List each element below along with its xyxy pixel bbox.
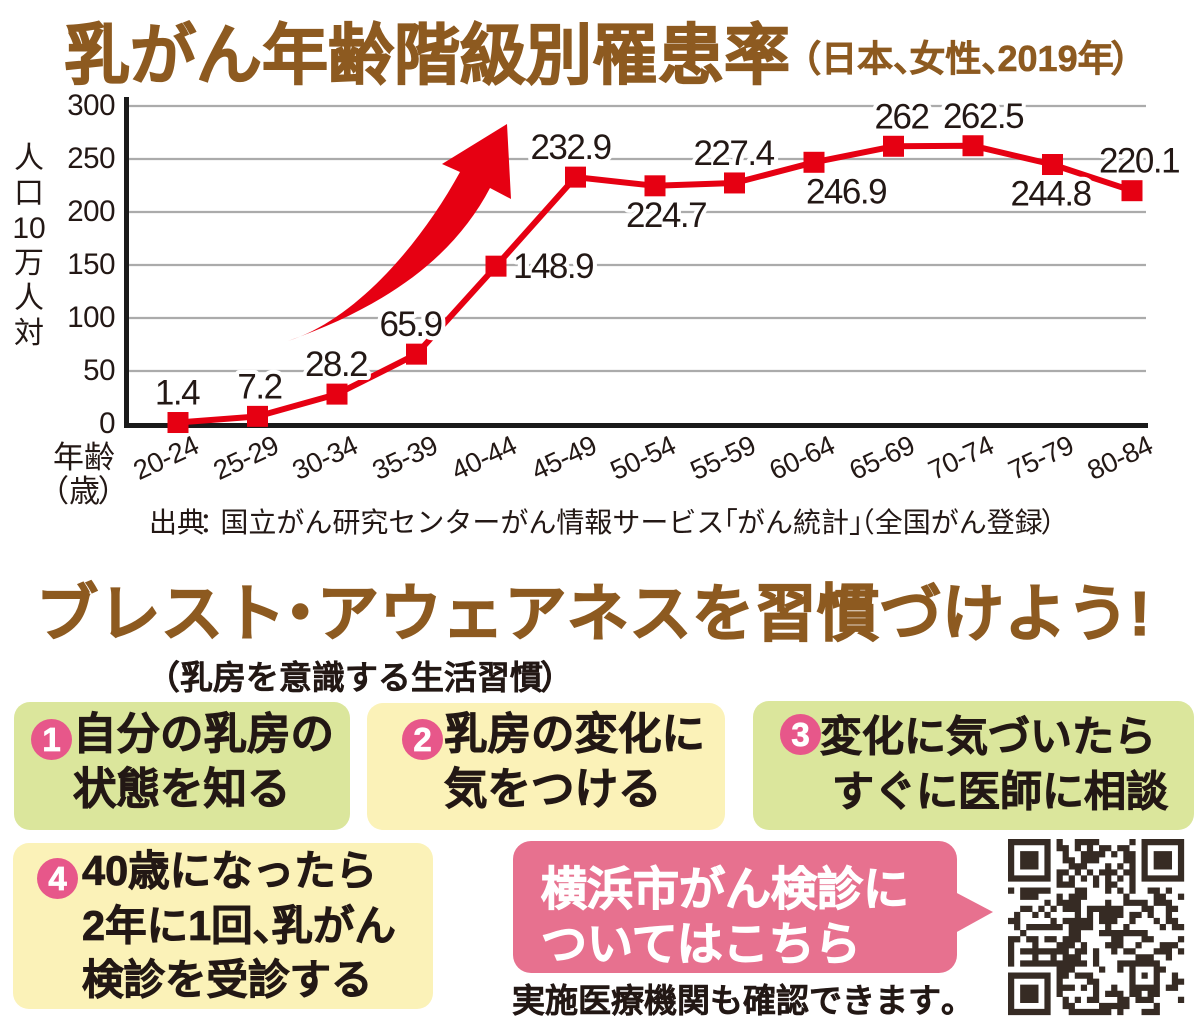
data-label: 224.7 [626, 196, 706, 235]
x-axis-caption-line: 年齢 [53, 440, 115, 475]
y-tick-label: 150 [67, 248, 115, 281]
chart-gridlines [128, 104, 1146, 373]
y-tick-label: 0 [99, 407, 115, 440]
qr-code [1008, 839, 1185, 1016]
tip-text-line: 検診を受診する [82, 956, 373, 1004]
incidence-series [167, 135, 1143, 434]
tip-text-line: 状態を知る [73, 766, 291, 815]
data-point-45-49 [565, 166, 586, 188]
y-tick-label: 250 [67, 142, 115, 175]
source-note: 出典：国立がん研究センターがん情報サービス「がん統計」（全国がん登録） [149, 507, 1069, 538]
tip-box-4: 4 40歳になったら 2年に1回、乳がん 検診を受診する [13, 843, 433, 1009]
y-tick-label: 100 [67, 301, 115, 334]
awareness-subheading: （乳房を意識する生活習慣） [146, 659, 574, 696]
data-point-60-64 [803, 151, 825, 173]
data-point-70-74 [962, 135, 984, 157]
y-tick-label: 200 [67, 195, 115, 228]
data-label: 7.2 [237, 367, 281, 406]
tip-text-line: 自分の乳房の [73, 711, 335, 760]
tip-box-3: 3 変化に気づいたらすぐに医師に相談 [753, 701, 1194, 830]
data-point-30-34 [326, 383, 348, 405]
tip-text-line: 2年に1回、乳がん [82, 901, 397, 949]
qr-modules [1008, 839, 1185, 1016]
y-unit-char: 口 [14, 177, 44, 210]
tip-text-line: 乳房の変化に [444, 711, 706, 760]
data-label: 148.9 [513, 247, 593, 286]
data-labels: 1.4 7.2 28.2 65.9 148.9 232.9 224.7 227.4 246.9 2… [151, 93, 1185, 417]
page-title: 乳がん年齢階級別罹患率（日本、女性、2019年） [63, 2, 1147, 98]
tip-text-line: 40歳になったら [82, 847, 378, 895]
tip-number-badge: 4 [37, 858, 78, 899]
chart-title-note: （日本、女性、2019年） [785, 38, 1147, 80]
data-point-20-24 [167, 412, 189, 434]
y-tick-label: 50 [83, 354, 115, 387]
cta-note: 実施医療機関も確認できます。 [512, 982, 974, 1019]
tip-text-line: 変化に気づいたら [820, 713, 1157, 761]
data-label: 262 [875, 97, 929, 136]
tip-text-line: すぐに医師に相談 [832, 768, 1169, 816]
data-label: 1.4 [155, 374, 200, 413]
data-label: 246.9 [806, 172, 886, 211]
tip-number-badge: 3 [780, 714, 821, 755]
y-unit-char: 対 [14, 317, 44, 350]
cta-bubble-text: ついてはこちら [541, 918, 862, 971]
tip-text-line: 気をつける [444, 766, 662, 815]
chart-axes [124, 97, 1148, 428]
data-label: 262.5 [943, 97, 1023, 136]
growth-arrow-icon [288, 124, 511, 341]
tip-number-badge: 2 [402, 719, 443, 760]
y-axis-unit-label: 人口 10 万人対 [0, 141, 58, 351]
data-label: 220.1 [1099, 142, 1179, 181]
y-unit-char: 人 [14, 142, 44, 175]
y-unit-char: 万 [14, 247, 44, 280]
data-label: 244.8 [1010, 175, 1090, 214]
data-point-75-79 [1042, 154, 1063, 176]
tip-number-badge: 1 [31, 719, 72, 760]
y-tick-label: 300 [67, 89, 115, 122]
awareness-heading: ブレスト・アウェアネスを習慣づけよう! [35, 579, 1151, 649]
data-point-65-69 [883, 135, 904, 157]
data-point-40-44 [485, 255, 507, 277]
y-unit-char: 人 [14, 282, 44, 315]
chart-title: 乳がん年齢階級別罹患率 [63, 17, 790, 92]
data-label: 227.4 [693, 134, 774, 173]
cta-speech-bubble[interactable] [513, 841, 957, 973]
cta-bubble-pointer-icon [955, 892, 993, 933]
y-unit-char: 10 [12, 212, 46, 245]
data-point-80-84 [1121, 180, 1143, 202]
x-axis-caption-line: （歳） [38, 474, 129, 509]
data-label: 65.9 [379, 305, 441, 344]
data-point-55-59 [724, 172, 745, 194]
cta-bubble-text: 横浜市がん検診に [541, 863, 910, 916]
data-point-25-29 [247, 405, 268, 427]
x-axis-caption: 年齢 （歳） [30, 440, 129, 509]
data-label: 232.9 [530, 128, 610, 167]
tip-box-1: 1 自分の乳房の 状態を知る [14, 702, 350, 830]
data-point-50-54 [644, 175, 666, 197]
tip-box-2: 2 乳房の変化に 気をつける [367, 703, 725, 830]
data-point-35-39 [406, 343, 427, 365]
data-label: 28.2 [305, 345, 367, 384]
